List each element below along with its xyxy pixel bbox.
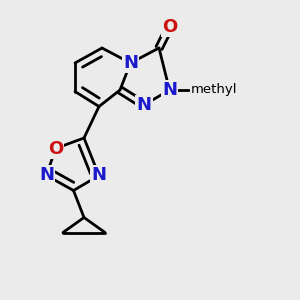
Text: N: N bbox=[162, 81, 177, 99]
Text: O: O bbox=[162, 18, 177, 36]
Text: methyl: methyl bbox=[190, 83, 237, 97]
Text: O: O bbox=[48, 140, 63, 158]
Text: N: N bbox=[136, 96, 152, 114]
Text: N: N bbox=[39, 167, 54, 184]
Text: N: N bbox=[92, 167, 106, 184]
Text: N: N bbox=[123, 54, 138, 72]
